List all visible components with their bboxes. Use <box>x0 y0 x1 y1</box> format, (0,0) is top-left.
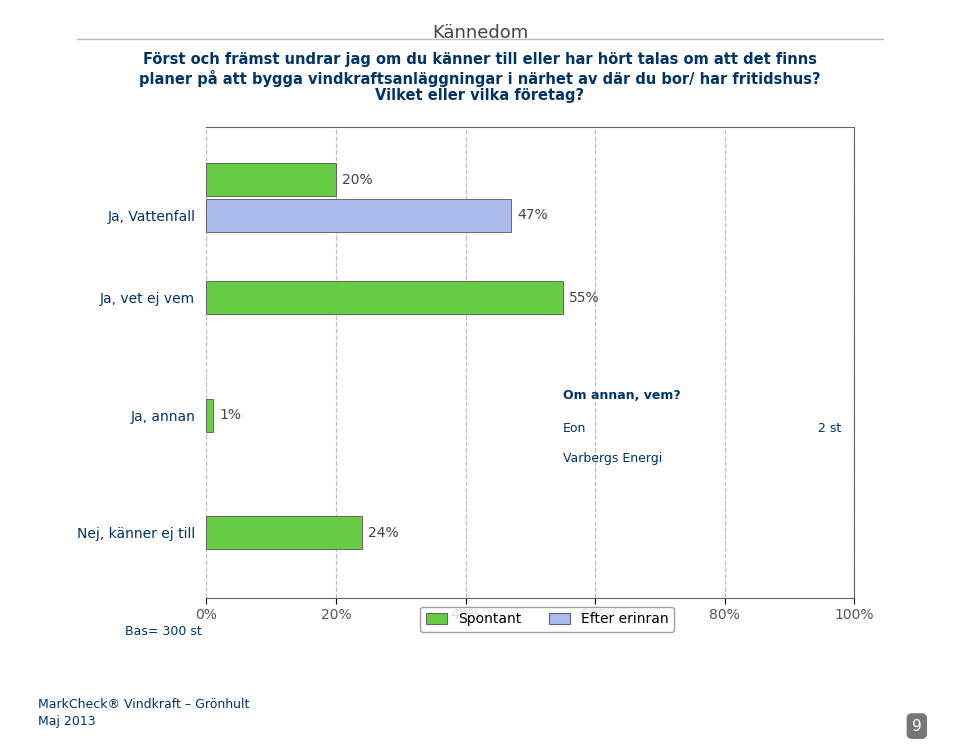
Text: Varbergs Energi: Varbergs Energi <box>563 452 662 465</box>
Text: 47%: 47% <box>517 208 548 222</box>
Bar <box>206 399 213 432</box>
Text: Maj 2013: Maj 2013 <box>38 716 96 728</box>
Text: 1%: 1% <box>219 409 241 422</box>
Text: Vilket eller vilka företag?: Vilket eller vilka företag? <box>375 88 585 103</box>
Text: Om annan, vem?: Om annan, vem? <box>563 388 681 402</box>
Bar <box>206 164 336 196</box>
Text: 55%: 55% <box>569 291 600 305</box>
Text: Eon: Eon <box>563 421 587 435</box>
Bar <box>206 281 563 314</box>
Text: 20%: 20% <box>343 173 373 187</box>
Bar <box>206 516 362 549</box>
Text: 2 st: 2 st <box>818 421 841 435</box>
Text: Först och främst undrar jag om du känner till eller har hört talas om att det fi: Först och främst undrar jag om du känner… <box>143 52 817 67</box>
Bar <box>206 199 511 232</box>
Text: Kännedom: Kännedom <box>432 24 528 42</box>
Text: 9: 9 <box>912 719 922 734</box>
Text: Bas= 300 st: Bas= 300 st <box>125 624 202 638</box>
Text: planer på att bygga vindkraftsanläggningar i närhet av där du bor/ har fritidshu: planer på att bygga vindkraftsanläggning… <box>139 70 821 87</box>
Text: MarkCheck® Vindkraft – Grönhult: MarkCheck® Vindkraft – Grönhult <box>38 698 250 711</box>
Legend: Spontant, Efter erinran: Spontant, Efter erinran <box>420 607 674 632</box>
Text: 24%: 24% <box>369 526 399 540</box>
